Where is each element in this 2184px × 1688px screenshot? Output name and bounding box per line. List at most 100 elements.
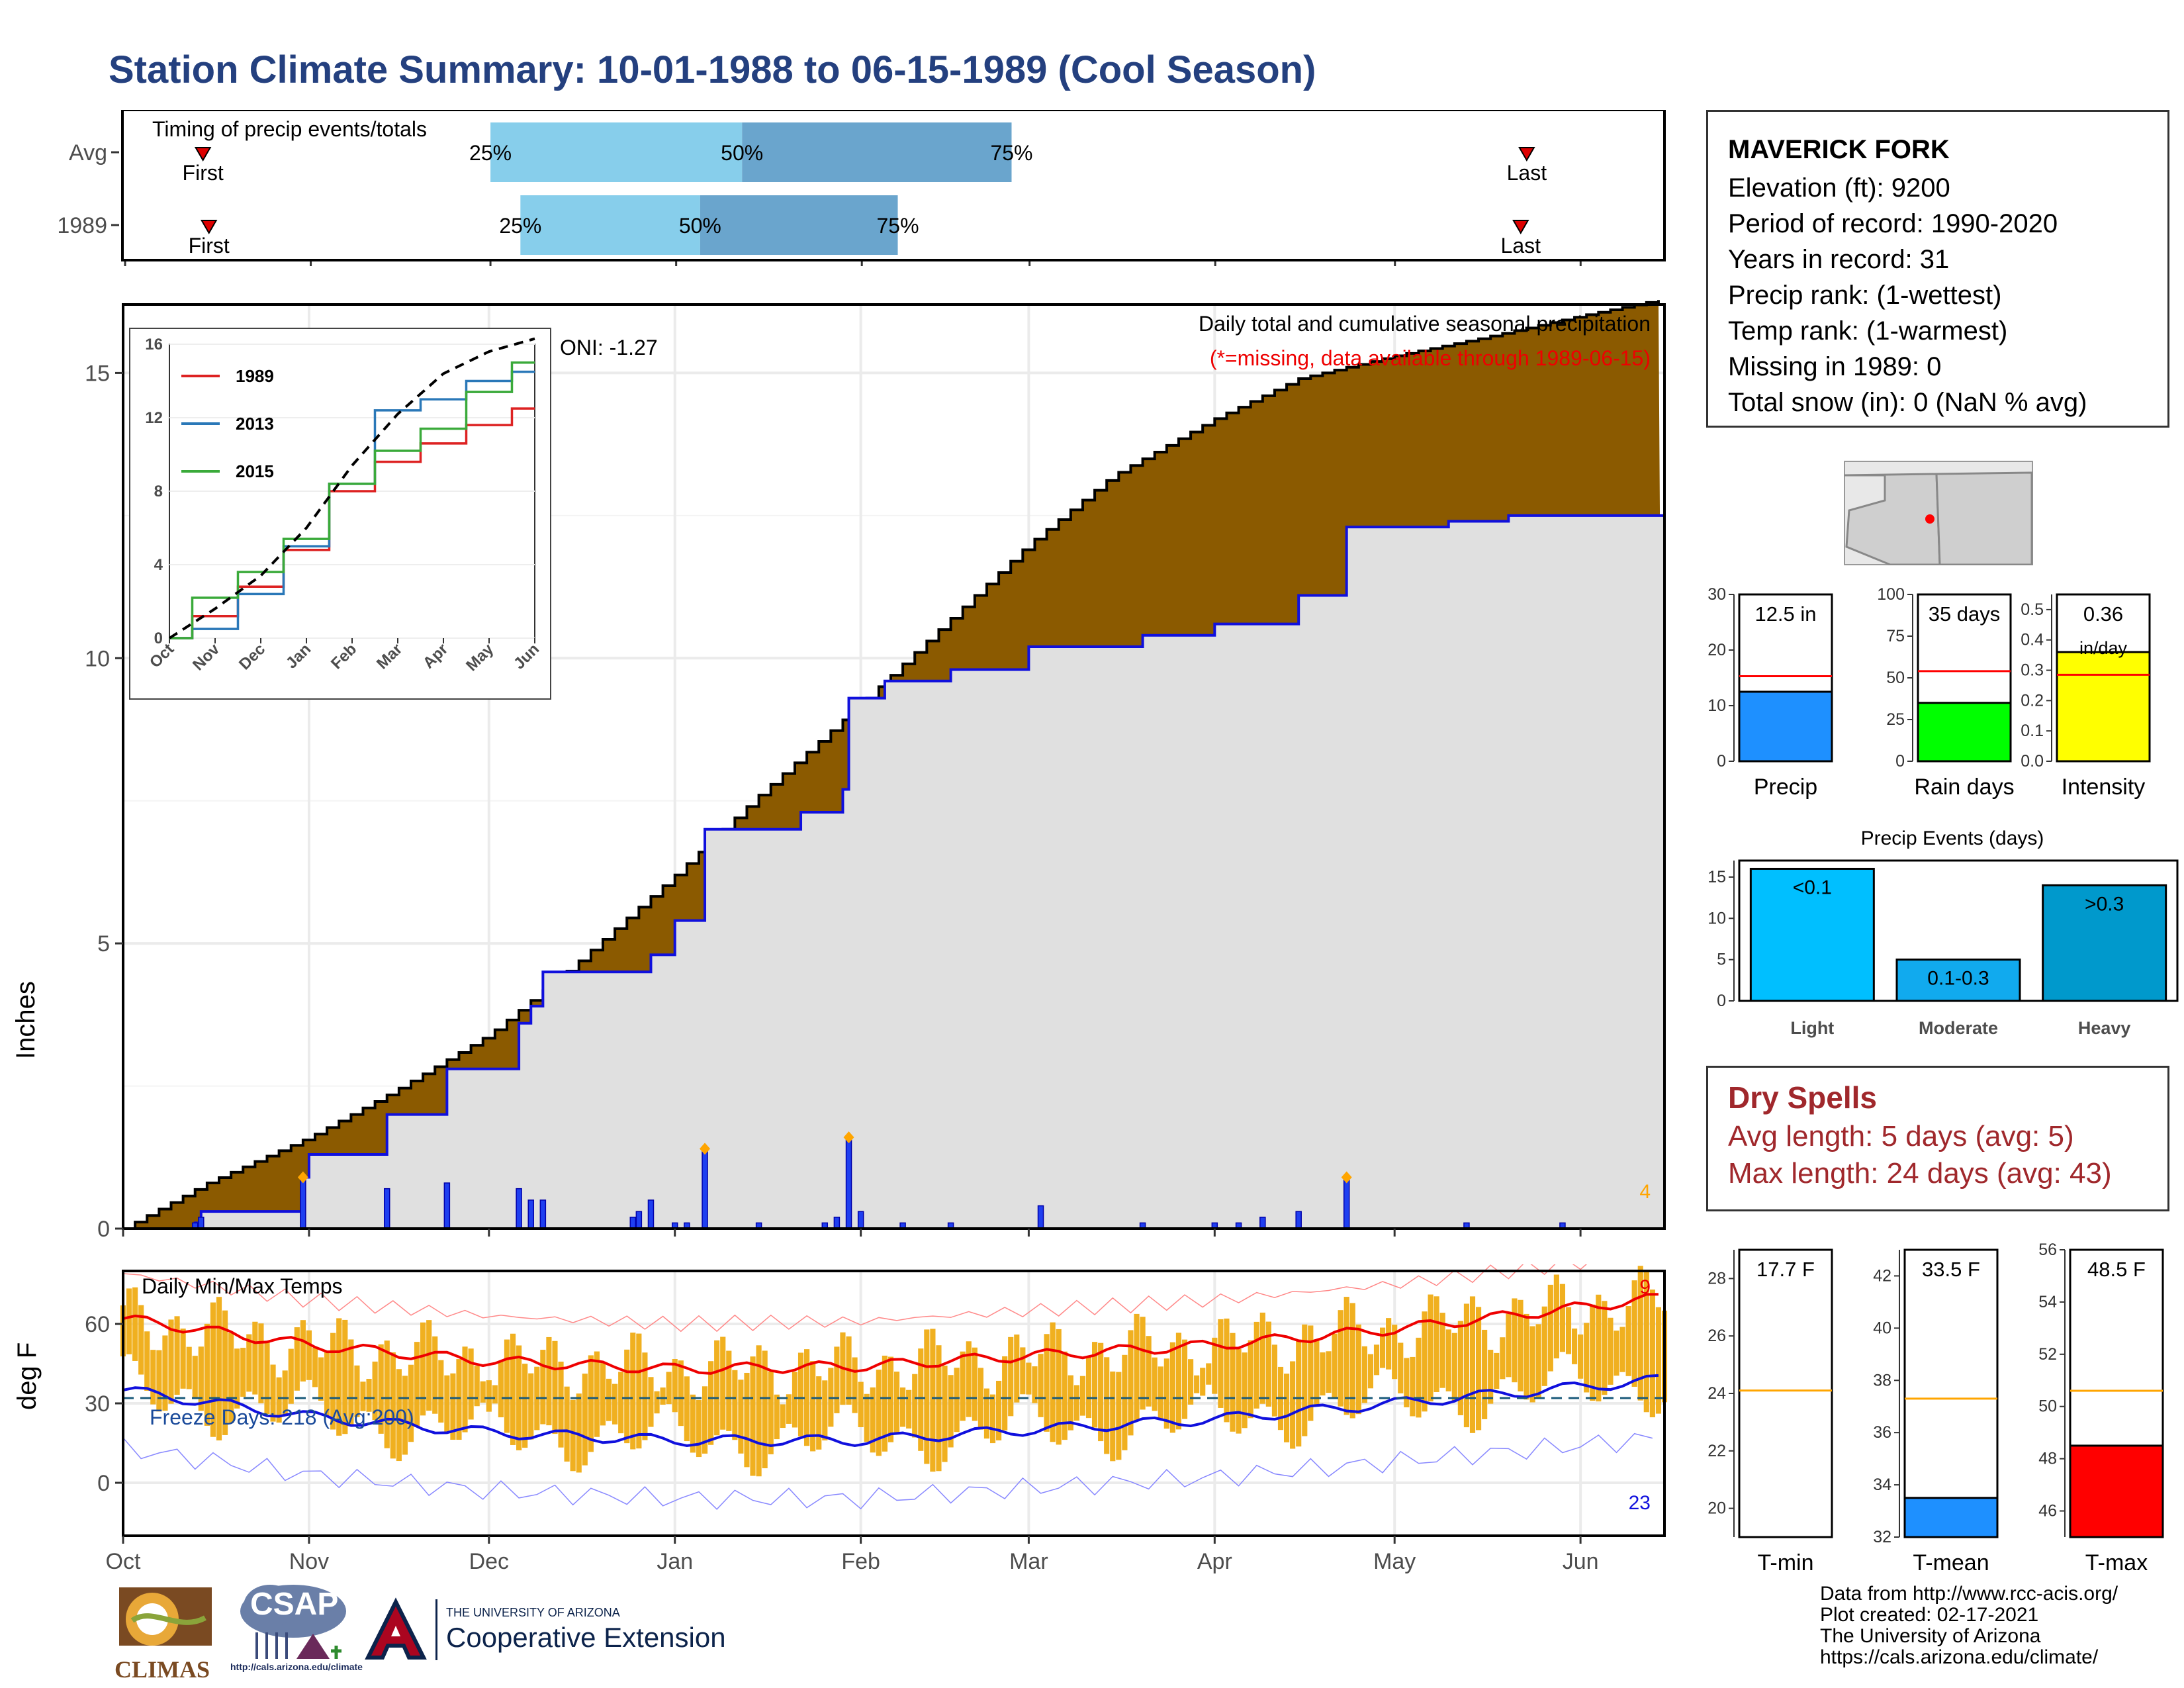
daily-temp-range-bar xyxy=(1590,1304,1596,1401)
daily-temp-range-bar xyxy=(774,1394,780,1440)
daily-temp-range-bar xyxy=(546,1336,552,1426)
timing-last-marker xyxy=(1518,147,1535,162)
daily-temp-range-bar xyxy=(893,1372,900,1432)
daily-temp-range-bar xyxy=(1332,1333,1338,1398)
credits-university: The University of Arizona xyxy=(1820,1625,2041,1647)
daily-temp-range-bar xyxy=(1290,1361,1296,1449)
timing-row-label: Avg xyxy=(69,140,107,165)
station-period: Period of record: 1990-2020 xyxy=(1728,209,2058,238)
daily-temp-range-bar xyxy=(1649,1289,1655,1418)
daily-temp-range-bar xyxy=(1529,1326,1535,1403)
daily-temp-range-bar xyxy=(486,1380,492,1412)
daily-temp-range-bar xyxy=(1547,1284,1553,1372)
daily-temp-range-bar xyxy=(174,1316,180,1395)
daily-temp-range-bar xyxy=(468,1348,474,1420)
daily-temp-range-bar xyxy=(822,1380,828,1441)
timing-band-p50-p75 xyxy=(700,195,898,255)
daily-temp-range-bar xyxy=(678,1360,684,1427)
credits-url: https://cals.arizona.edu/climate/ xyxy=(1820,1646,2099,1668)
daily-temp-range-bar xyxy=(966,1341,972,1417)
observed-cumulative-area xyxy=(123,515,1664,1229)
daily-temp-range-bar xyxy=(858,1382,864,1428)
daily-temp-range-bar xyxy=(1175,1333,1182,1430)
daily-temp-range-bar xyxy=(258,1323,264,1403)
daily-temp-range-bar xyxy=(762,1350,768,1469)
summary-y-tick-label: 0.0 xyxy=(2021,752,2044,771)
daily-temp-range-bar xyxy=(1188,1359,1194,1405)
daily-temp-range-bar xyxy=(1488,1350,1494,1404)
summary-y-tick-label: 36 xyxy=(1873,1423,1891,1442)
credits-block: Data from http://www.rcc-acis.org/ Plot … xyxy=(1820,1583,2118,1668)
daily-temp-range-bar xyxy=(240,1348,246,1397)
daily-temp-range-bar xyxy=(1338,1310,1343,1407)
summary-y-tick-label: 50 xyxy=(2038,1397,2057,1416)
daily-temp-range-bar xyxy=(450,1373,456,1440)
daily-temp-range-bar xyxy=(336,1318,342,1436)
daily-temp-range-bar xyxy=(1506,1313,1512,1378)
daily-temp-range-bar xyxy=(720,1336,726,1430)
daily-temp-range-bar xyxy=(648,1377,654,1427)
daily-temp-range-bar xyxy=(1637,1266,1643,1401)
month-axis-label: Nov xyxy=(289,1549,329,1574)
daily-temp-range-bar xyxy=(1008,1336,1014,1417)
daily-precip-extreme-marker xyxy=(700,1143,711,1155)
daily-temp-range-bar xyxy=(1404,1358,1410,1407)
observed-cumulative-line xyxy=(123,514,1664,1230)
precip-event-bar xyxy=(2042,884,2167,1002)
daily-temp-range-bar xyxy=(1242,1352,1248,1429)
daily-temp-range-bar xyxy=(342,1319,348,1434)
dry-spells-title: Dry Spells xyxy=(1728,1080,1877,1115)
daily-precip-bar xyxy=(1259,1217,1266,1229)
daily-temp-range-bar xyxy=(432,1336,438,1414)
daily-temp-range-bar xyxy=(1038,1354,1044,1417)
summary-panel-label: Precip xyxy=(1754,774,1817,800)
station-missing: Missing in 1989: 0 xyxy=(1728,352,1942,381)
daily-temp-range-bar xyxy=(744,1372,750,1468)
daily-temp-range-bar xyxy=(582,1374,588,1466)
station-elevation: Elevation (ft): 9200 xyxy=(1728,173,1950,203)
daily-temp-range-bar xyxy=(887,1356,894,1442)
daily-temp-range-bar xyxy=(594,1351,600,1437)
climas-emblem-icon xyxy=(119,1587,212,1646)
summary-y-tick-label: 26 xyxy=(1707,1327,1726,1345)
daily-temp-range-bar xyxy=(1584,1323,1590,1393)
daily-temp-range-bar xyxy=(396,1369,402,1462)
daily-temp-range-bar xyxy=(354,1365,360,1417)
ua-logo-big-text: Cooperative Extension xyxy=(446,1622,726,1653)
daily-temp-range-bar xyxy=(474,1366,480,1407)
daily-temp-range-bar xyxy=(654,1391,660,1414)
daily-temp-range-bar xyxy=(978,1368,983,1430)
daily-temp-range-bar xyxy=(797,1352,804,1436)
ua-logo-divider xyxy=(435,1599,437,1660)
daily-temp-range-bar xyxy=(1373,1344,1380,1376)
timing-chart: Timing of precip events/totals 25% 50% 75% F… xyxy=(121,110,1666,266)
daily-precip-bar xyxy=(857,1211,864,1229)
summary-y-tick-label: 32 xyxy=(1873,1528,1891,1546)
summary-y-tick-label: 56 xyxy=(2038,1241,2057,1259)
precip-event-bar-label: <0.1 xyxy=(1793,876,1832,898)
daily-temp-range-bar xyxy=(144,1331,150,1391)
daily-temp-range-bar xyxy=(426,1320,432,1411)
inset-legend-label: 2015 xyxy=(236,461,274,481)
precip-event-category: Light xyxy=(1790,1018,1834,1038)
daily-temp-range-bar xyxy=(1181,1339,1188,1419)
csap-cloud-icon xyxy=(240,1585,346,1659)
daily-temp-range-bar xyxy=(150,1350,156,1405)
csap-url: http://cals.arizona.edu/climate xyxy=(230,1662,363,1672)
daily-precip-bar xyxy=(1037,1205,1044,1229)
daily-temp-range-bar xyxy=(1079,1376,1086,1416)
station-temp-rank: Temp rank: (1-warmest) xyxy=(1728,316,2008,346)
inset-y-tick-label: 12 xyxy=(145,409,163,427)
daily-temp-range-bar xyxy=(1602,1301,1608,1395)
summary-y-tick-label: 42 xyxy=(1873,1266,1891,1285)
daily-temp-range-bar xyxy=(1158,1366,1163,1420)
month-axis-label: Dec xyxy=(469,1549,509,1574)
daily-temp-range-bar xyxy=(1098,1342,1104,1442)
daily-temp-range-bar xyxy=(810,1361,816,1452)
summary-y-tick-label: 54 xyxy=(2038,1293,2057,1311)
precip-event-category: Heavy xyxy=(2078,1018,2131,1038)
daily-temp-range-bar xyxy=(480,1381,486,1403)
summary-y-tick-label: 0.3 xyxy=(2021,661,2044,680)
daily-temp-range-bar xyxy=(1349,1303,1355,1419)
daily-precip-extreme-marker xyxy=(1341,1171,1352,1184)
